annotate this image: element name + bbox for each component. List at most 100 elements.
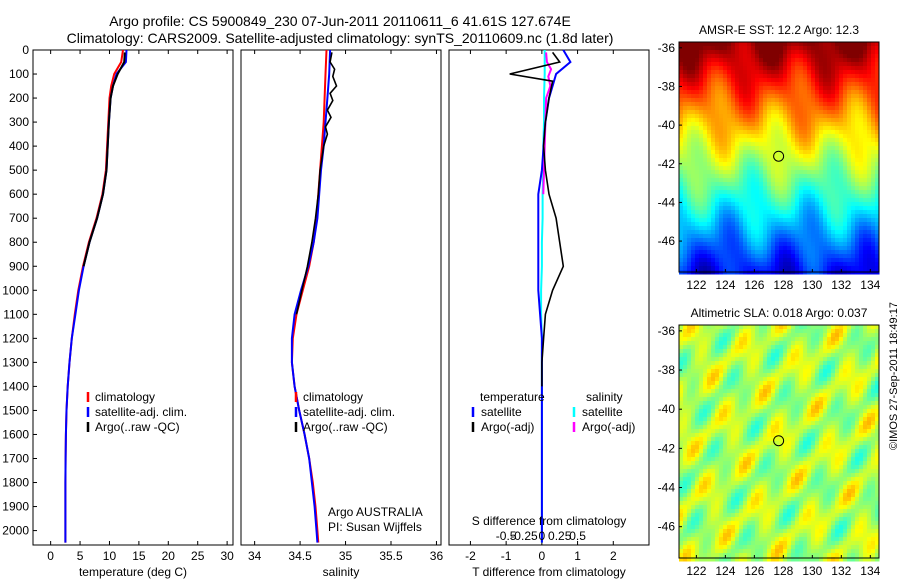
map-cell — [683, 102, 688, 107]
map-cell — [687, 421, 692, 426]
map-cell — [719, 142, 724, 147]
map-cell — [783, 417, 788, 422]
map-cell — [691, 238, 696, 243]
map-cell — [707, 393, 712, 398]
map-cell — [827, 98, 832, 103]
map-cell — [767, 453, 772, 458]
map-cell — [807, 397, 812, 402]
map-cell — [851, 429, 856, 434]
map-cell — [751, 234, 756, 239]
map-cell — [775, 445, 780, 450]
map-cell — [823, 98, 828, 103]
map-cell — [699, 106, 704, 111]
map-cell — [855, 357, 860, 362]
map-cell — [803, 365, 808, 370]
map-cell — [815, 349, 820, 354]
map-cell — [875, 162, 880, 167]
map-cell — [875, 54, 880, 59]
map-cell — [819, 78, 824, 83]
map-cell — [767, 70, 772, 75]
map-cell — [839, 457, 844, 462]
map-cell — [815, 353, 820, 358]
map-cell — [711, 170, 716, 175]
map-cell — [759, 417, 764, 422]
map-cell — [703, 90, 708, 95]
map-cell — [743, 449, 748, 454]
map-cell — [695, 401, 700, 406]
map-cell — [835, 437, 840, 442]
map-cell — [815, 166, 820, 171]
map-cell — [831, 110, 836, 115]
map-cell — [847, 94, 852, 99]
map-cell — [815, 82, 820, 87]
map-cell — [871, 142, 876, 147]
map-cell — [695, 62, 700, 67]
map-cell — [867, 198, 872, 203]
map-cell — [767, 98, 772, 103]
map-cell — [695, 385, 700, 390]
map-cell — [755, 198, 760, 203]
map-cell — [851, 254, 856, 259]
map-cell — [727, 385, 732, 390]
map-cell — [755, 337, 760, 342]
map-cell — [743, 242, 748, 247]
map-cell — [871, 234, 876, 239]
map-cell — [819, 70, 824, 75]
map-cell — [703, 234, 708, 239]
map-cell — [723, 186, 728, 191]
map-cell — [763, 186, 768, 191]
map-cell — [855, 429, 860, 434]
map-cell — [707, 246, 712, 251]
map-cell — [871, 377, 876, 382]
map-cell — [747, 441, 752, 446]
map-cell — [683, 473, 688, 478]
map-cell — [827, 162, 832, 167]
map-cell — [839, 262, 844, 267]
map-cell — [823, 246, 828, 251]
map-cell — [871, 182, 876, 187]
map-cell — [703, 86, 708, 91]
map-cell — [783, 206, 788, 211]
map-cell — [687, 98, 692, 103]
map-cell — [807, 154, 812, 159]
map-cell — [727, 238, 732, 243]
map-cell — [751, 373, 756, 378]
map-cell — [875, 130, 880, 135]
map-cell — [747, 78, 752, 83]
map-cell — [735, 138, 740, 143]
map-cell — [679, 62, 684, 67]
map-cell — [747, 341, 752, 346]
map-cell — [767, 325, 772, 330]
map-cell — [735, 329, 740, 334]
map-cell — [763, 130, 768, 135]
map-cell — [759, 234, 764, 239]
map-cell — [811, 397, 816, 402]
map-cell — [839, 98, 844, 103]
map-cell — [799, 250, 804, 255]
map-cell — [815, 150, 820, 155]
map-cell — [715, 142, 720, 147]
map-cell — [847, 218, 852, 223]
map-cell — [695, 190, 700, 195]
map-cell — [723, 142, 728, 147]
map-cell — [683, 425, 688, 430]
map-cell — [799, 74, 804, 79]
map-cell — [679, 82, 684, 87]
map-cell — [871, 230, 876, 235]
map-cell — [743, 393, 748, 398]
map-cell — [707, 473, 712, 478]
map-cell — [871, 341, 876, 346]
map-cell — [731, 122, 736, 127]
map-cell — [747, 325, 752, 330]
map-cell — [719, 62, 724, 67]
map-cell — [871, 206, 876, 211]
map-cell — [743, 114, 748, 119]
map-cell — [783, 142, 788, 147]
map-cell — [727, 102, 732, 107]
map-cell — [831, 473, 836, 478]
map-cell — [875, 158, 880, 163]
map-cell — [851, 138, 856, 143]
map-cell — [727, 461, 732, 466]
map-cell — [771, 134, 776, 139]
map-cell — [695, 433, 700, 438]
